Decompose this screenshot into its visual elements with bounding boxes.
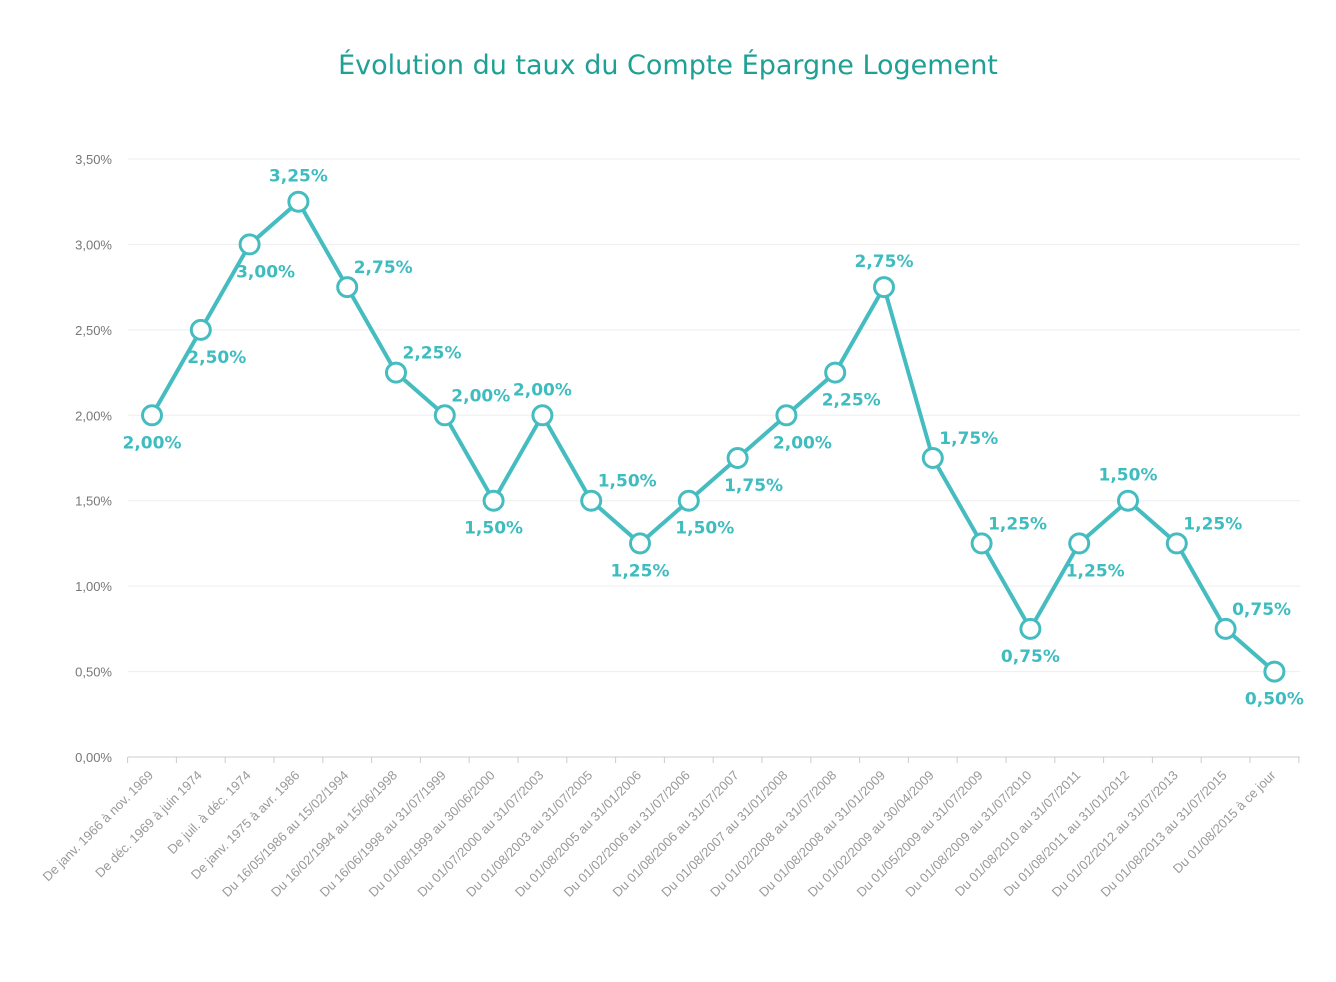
data-point	[873, 276, 895, 299]
data-point	[287, 190, 310, 213]
series-path	[150, 199, 1277, 674]
data-label: 1,50%	[675, 519, 734, 539]
y-tick-label: 3,00%	[75, 237, 112, 252]
data-label: 3,25%	[269, 167, 328, 187]
data-label: 2,00%	[513, 380, 572, 400]
data-label: 2,00%	[451, 386, 510, 406]
data-point	[141, 404, 163, 427]
data-point	[726, 447, 749, 469]
data-point	[970, 532, 993, 555]
data-label: 1,75%	[724, 476, 783, 496]
data-point	[531, 404, 554, 427]
data-point	[824, 361, 847, 384]
data-point	[580, 489, 603, 512]
data-label: 1,25%	[988, 514, 1047, 534]
series-line	[150, 199, 1277, 674]
chart-title: Évolution du taux du Compte Épargne Loge…	[338, 50, 998, 81]
y-tick-label: 1,50%	[75, 494, 112, 509]
y-tick-label: 0,50%	[75, 665, 112, 680]
data-point	[1214, 617, 1237, 640]
y-tick-label: 2,00%	[75, 408, 112, 423]
data-point	[1165, 532, 1188, 555]
data-label: 0,75%	[1232, 600, 1291, 620]
y-axis: 0,00% 0,50% 1,00% 1,50% 2,00% 2,50% 3,00% 3,50%	[75, 152, 112, 765]
y-tick-label: 3,50%	[75, 152, 112, 167]
data-label: 2,00%	[773, 433, 832, 453]
data-label: 1,25%	[1183, 514, 1242, 534]
data-label: 0,50%	[1245, 690, 1304, 710]
data-label: 2,25%	[403, 344, 462, 364]
y-tick-label: 1,00%	[75, 579, 112, 594]
data-label: 3,00%	[236, 262, 295, 282]
data-point	[482, 489, 505, 512]
data-point	[189, 318, 212, 341]
data-label: 1,50%	[464, 519, 523, 539]
series-points	[141, 190, 1286, 683]
data-label: 1,25%	[611, 561, 670, 581]
data-label: 1,75%	[939, 429, 998, 449]
y-tick-label: 2,50%	[75, 323, 112, 338]
data-point	[775, 404, 798, 427]
data-label: 0,75%	[1001, 647, 1060, 667]
data-label: 2,75%	[855, 252, 914, 272]
grid-lines	[128, 158, 1300, 758]
data-label: 2,75%	[354, 258, 413, 278]
data-point	[336, 276, 359, 299]
data-label: 1,25%	[1066, 561, 1125, 581]
x-tick-label: De juil. à déc. 1974	[164, 768, 253, 857]
data-label: 2,50%	[187, 348, 246, 368]
data-label: 2,25%	[822, 391, 881, 411]
data-label: 1,50%	[1099, 466, 1158, 486]
data-point	[677, 489, 700, 512]
data-point	[1263, 660, 1286, 683]
data-point	[629, 532, 651, 555]
data-point	[1019, 617, 1042, 640]
data-point	[1068, 532, 1091, 555]
data-point	[433, 404, 456, 427]
data-labels: 2,00% 2,50% 3,00% 3,25% 2,75% 2,25% 2,00% 1,50%…	[123, 167, 1304, 710]
data-point	[921, 447, 944, 469]
data-point	[238, 233, 261, 256]
data-label: 2,00%	[123, 433, 182, 453]
data-label: 1,50%	[598, 472, 657, 492]
data-point	[1117, 489, 1139, 512]
data-point	[385, 361, 407, 384]
y-tick-label: 0,00%	[75, 750, 112, 765]
